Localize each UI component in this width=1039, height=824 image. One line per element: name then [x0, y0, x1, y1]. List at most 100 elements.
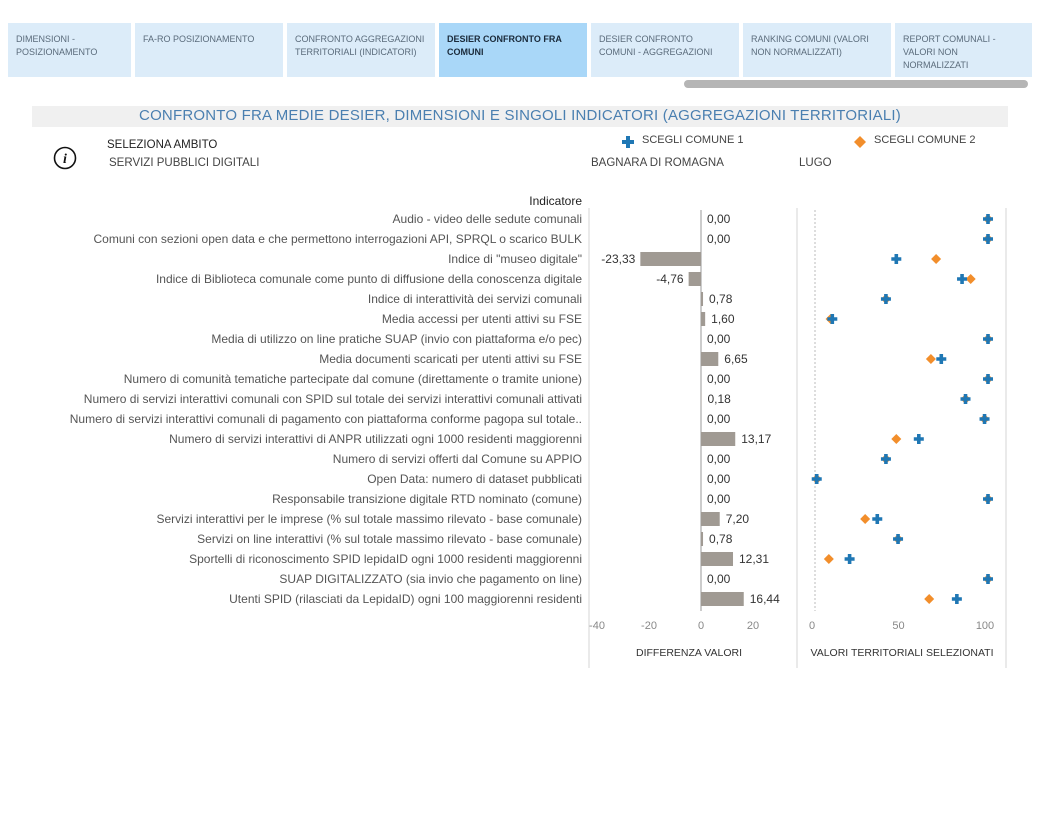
tab-report-comunali[interactable]: Report comunali - valori non normalizzat…: [895, 23, 1032, 77]
category-label: Numero di servizi interattivi comunali c…: [84, 392, 582, 406]
category-label: Open Data: numero di dataset pubblicati: [367, 472, 582, 486]
category-label: Audio - video delle sedute comunali: [393, 212, 582, 226]
difference-data-label: -23,33: [601, 252, 635, 266]
tab-scrollbar[interactable]: [684, 80, 1028, 88]
title-bar: CONFRONTO FRA MEDIE DESIER, DIMENSIONI E…: [32, 106, 1008, 127]
tab-bar: Dimensioni - Posizionamento FA-RO Posizi…: [8, 23, 1032, 77]
comune1-plus-marker: [891, 254, 902, 264]
x-tick-label: -40: [589, 620, 605, 632]
category-label: Media di utilizzo on line pratiche SUAP …: [211, 332, 582, 346]
comune1-plus-marker: [844, 554, 855, 564]
svg-text:i: i: [63, 152, 67, 167]
difference-data-label: 7,20: [726, 512, 750, 526]
category-label: Responsabile transizione digitale RTD no…: [272, 492, 582, 506]
category-label: Indice di Biblioteca comunale come punto…: [156, 272, 582, 286]
comune1-plus-marker: [979, 414, 990, 424]
page-title: CONFRONTO FRA MEDIE DESIER, DIMENSIONI E…: [139, 107, 901, 124]
difference-data-label: 0,00: [707, 372, 731, 386]
x-tick-label: 50: [892, 620, 904, 632]
x-tick-label: 100: [976, 620, 994, 632]
comune1-plus-marker: [951, 594, 962, 604]
comune1-plus-marker: [957, 274, 968, 284]
x-tick-label: 20: [747, 620, 759, 632]
indicator-header: Indicatore: [529, 194, 582, 208]
category-label: Numero di comunità tematiche partecipate…: [124, 372, 582, 386]
category-label: Media documenti scaricati per utenti att…: [319, 352, 582, 366]
category-label: SUAP DIGITALIZZATO (sia invio che pagame…: [279, 572, 582, 586]
difference-data-label: 0,00: [707, 332, 731, 346]
difference-data-label: -4,76: [656, 272, 684, 286]
x-tick-label: -20: [641, 620, 657, 632]
difference-bar: [701, 512, 720, 526]
ambito-select[interactable]: SERVIZI PUBBLICI DIGITALI: [109, 157, 260, 169]
difference-bar: [701, 432, 736, 446]
difference-bar: [701, 312, 706, 326]
comune1-plus-marker: [811, 474, 822, 484]
difference-data-label: 12,31: [739, 552, 769, 566]
tab-desier-confronto-comuni[interactable]: DESIER confronto fra comuni: [439, 23, 587, 77]
legend-comune2: SCEGLI COMUNE 2: [874, 134, 976, 146]
tab-fa-ro-posizionamento[interactable]: FA-RO Posizionamento: [135, 23, 283, 77]
comune1-plus-marker: [983, 334, 993, 344]
info-icon[interactable]: i: [53, 146, 77, 170]
category-label: Numero di servizi offerti dal Comune su …: [333, 452, 582, 466]
difference-bar: [701, 592, 744, 606]
tab-dimensioni-posizionamento[interactable]: Dimensioni - Posizionamento: [8, 23, 131, 77]
comune1-plus-marker: [983, 214, 993, 224]
difference-data-label: 0,00: [707, 572, 731, 586]
x-tick-label: 0: [809, 620, 815, 632]
x-axis-title: DIFFERENZA VALORI: [636, 647, 742, 659]
plus-marker-icon: [622, 136, 634, 148]
category-label: Numero di servizi interattivi comunali d…: [70, 412, 582, 426]
difference-bar: [701, 552, 734, 566]
comune2-diamond-marker: [924, 594, 935, 604]
difference-data-label: 0,18: [707, 392, 731, 406]
comune2-diamond-marker: [891, 434, 902, 444]
comune1-plus-marker: [936, 354, 947, 364]
comune1-select[interactable]: BAGNARA DI ROMAGNA: [591, 157, 724, 169]
category-label: Sportelli di riconoscimento SPID lepidaI…: [189, 552, 582, 566]
comune1-plus-marker: [827, 314, 838, 324]
difference-data-label: 16,44: [750, 592, 780, 606]
category-label: Media accessi per utenti attivi su FSE: [382, 312, 582, 326]
category-label: Indice di interattività dei servizi comu…: [368, 292, 582, 306]
comune1-plus-marker: [983, 374, 993, 384]
x-axis-title: VALORI TERRITORIALI SELEZIONATI: [810, 647, 993, 659]
comune2-diamond-marker: [823, 554, 834, 564]
category-label: Indice di "museo digitale": [448, 252, 582, 266]
category-label: Servizi on line interattivi (% sul total…: [197, 532, 582, 546]
comune2-diamond-marker: [965, 274, 976, 284]
difference-bar: [688, 272, 701, 286]
diamond-marker-icon: [854, 136, 866, 148]
comune1-plus-marker: [872, 514, 883, 524]
difference-bar: [701, 292, 704, 306]
difference-data-label: 0,00: [707, 452, 731, 466]
difference-bar: [701, 532, 704, 546]
legend-comune1: SCEGLI COMUNE 1: [642, 134, 744, 146]
difference-data-label: 0,00: [707, 232, 731, 246]
comune1-plus-marker: [983, 234, 993, 244]
comune1-plus-marker: [880, 454, 891, 464]
comune1-plus-marker: [983, 574, 993, 584]
difference-data-label: 0,78: [709, 532, 733, 546]
difference-data-label: 0,00: [707, 412, 731, 426]
category-label: Comuni con sezioni open data e che perme…: [94, 232, 583, 246]
difference-data-label: 0,00: [707, 492, 731, 506]
comune2-select[interactable]: LUGO: [799, 157, 832, 169]
comune1-plus-marker: [960, 394, 971, 404]
ambito-label: SELEZIONA AMBITO: [107, 139, 218, 151]
comune1-plus-marker: [880, 294, 891, 304]
comune2-diamond-marker: [925, 354, 936, 364]
difference-data-label: 0,78: [709, 292, 733, 306]
category-label: Numero di servizi interattivi di ANPR ut…: [169, 432, 582, 446]
tab-confronto-aggregazioni[interactable]: Confronto aggregazioni territoriali (ind…: [287, 23, 435, 77]
category-label: Utenti SPID (rilasciati da LepidaID) ogn…: [229, 592, 582, 606]
tab-desier-comuni-aggregazioni[interactable]: DESIER confronto comuni - aggregazioni: [591, 23, 739, 77]
comune1-plus-marker: [913, 434, 924, 444]
tab-ranking-comuni[interactable]: Ranking comuni (valori non normalizzati): [743, 23, 891, 77]
difference-bar: [640, 252, 701, 266]
difference-data-label: 1,60: [711, 312, 735, 326]
difference-bar: [701, 352, 719, 366]
difference-data-label: 0,00: [707, 212, 731, 226]
